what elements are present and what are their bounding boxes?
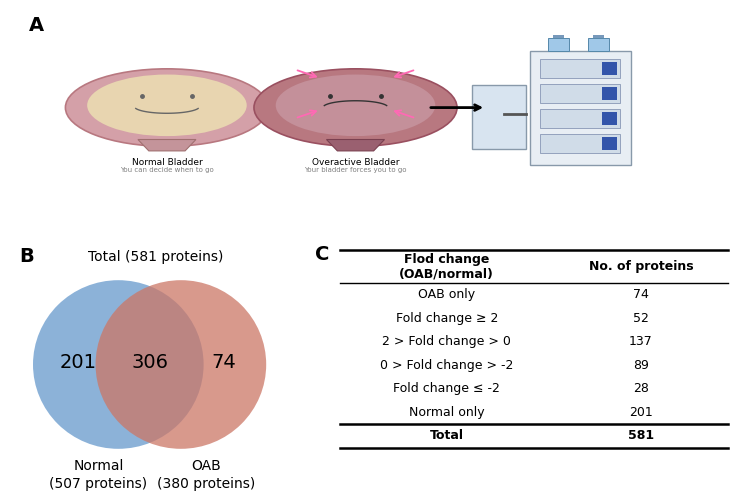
Text: 201: 201 xyxy=(60,353,97,372)
Text: B: B xyxy=(18,246,33,266)
Text: No. of proteins: No. of proteins xyxy=(588,260,693,273)
Text: 201: 201 xyxy=(629,406,653,419)
Bar xyxy=(540,59,620,78)
Bar xyxy=(602,87,616,100)
Text: Fold change ≤ -2: Fold change ≤ -2 xyxy=(394,382,500,395)
Text: Total (581 proteins): Total (581 proteins) xyxy=(87,250,223,265)
Text: OAB only: OAB only xyxy=(418,288,475,301)
Text: 0 > Fold change > -2: 0 > Fold change > -2 xyxy=(380,359,514,372)
Text: 137: 137 xyxy=(629,335,653,348)
Text: You can decide when to go: You can decide when to go xyxy=(120,167,214,173)
Text: Overactive Bladder: Overactive Bladder xyxy=(312,158,400,167)
Bar xyxy=(602,112,616,125)
Bar xyxy=(588,38,609,51)
Ellipse shape xyxy=(33,280,204,449)
Text: 581: 581 xyxy=(628,429,654,442)
Text: OAB
(380 proteins): OAB (380 proteins) xyxy=(158,459,255,491)
Text: Total: Total xyxy=(430,429,464,442)
Text: Normal only: Normal only xyxy=(409,406,485,419)
Bar xyxy=(540,109,620,128)
Bar xyxy=(471,85,526,149)
Ellipse shape xyxy=(87,75,246,136)
Text: Your bladder forces you to go: Your bladder forces you to go xyxy=(304,167,407,173)
Polygon shape xyxy=(138,139,196,151)
Text: Normal
(507 proteins): Normal (507 proteins) xyxy=(50,459,147,491)
Text: 52: 52 xyxy=(633,312,649,325)
Ellipse shape xyxy=(65,69,269,146)
Text: 28: 28 xyxy=(633,382,649,395)
Text: Fold change ≥ 2: Fold change ≥ 2 xyxy=(396,312,498,325)
Ellipse shape xyxy=(95,280,266,449)
Bar xyxy=(553,35,565,38)
Bar xyxy=(548,38,570,51)
Bar xyxy=(530,51,631,164)
Text: 306: 306 xyxy=(131,353,168,372)
Bar xyxy=(540,134,620,153)
Ellipse shape xyxy=(254,69,457,146)
Text: Normal Bladder: Normal Bladder xyxy=(132,158,202,167)
Bar xyxy=(602,62,616,75)
Text: Flod change
(OAB/normal): Flod change (OAB/normal) xyxy=(400,253,494,281)
Text: C: C xyxy=(314,245,329,265)
Text: 2 > Fold change > 0: 2 > Fold change > 0 xyxy=(383,335,511,348)
Text: 89: 89 xyxy=(633,359,649,372)
Text: 74: 74 xyxy=(633,288,649,301)
Ellipse shape xyxy=(276,75,435,136)
Text: 74: 74 xyxy=(211,353,236,372)
Text: A: A xyxy=(29,17,44,36)
Bar xyxy=(540,84,620,103)
Polygon shape xyxy=(326,139,385,151)
Bar xyxy=(593,35,605,38)
Bar xyxy=(602,137,616,150)
